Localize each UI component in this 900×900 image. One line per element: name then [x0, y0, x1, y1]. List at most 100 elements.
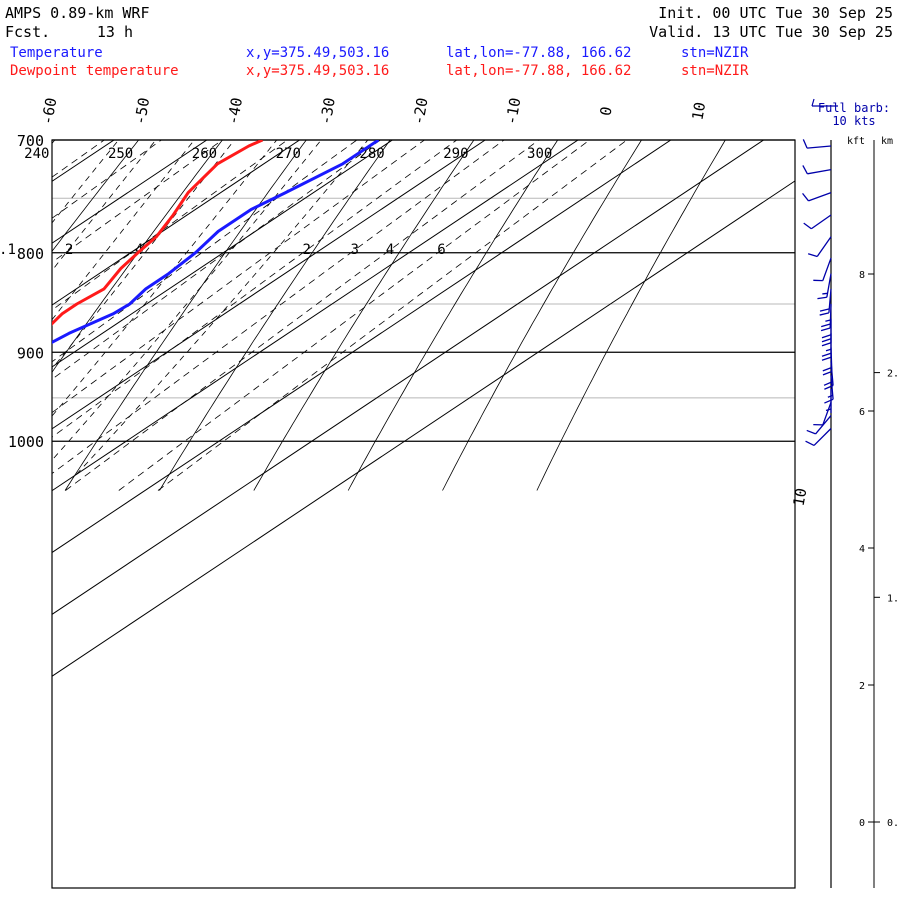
wind-barb-full-flag: [821, 342, 832, 347]
wind-barb-half-flag: [825, 408, 832, 412]
moist-adiabat-4: [52, 140, 278, 417]
moist-adiabat-6: [76, 140, 369, 475]
moist-adiabat-1: [52, 140, 157, 272]
barb-legend-title: Full barb:: [818, 101, 890, 115]
theta-label-260: 260: [192, 146, 217, 162]
legend-dewpoint-latlon: lat,lon=-77.88, 166.62: [446, 63, 631, 79]
wind-barb-835: [819, 288, 832, 316]
isotherm-0: [52, 140, 579, 492]
mixing-ratio-label-2: 2: [303, 242, 311, 258]
wind-barb-full-flag: [821, 338, 832, 343]
temperature-label-0: 0: [596, 105, 615, 117]
legend-dewpoint-xy: x,y=375.49,503.16: [246, 63, 389, 79]
isotherm--20: [52, 140, 393, 368]
temperature-label-10-edge: 10: [790, 487, 811, 508]
profile-temperature: [52, 140, 380, 344]
valid-time: Valid. 13 UTC Tue 30 Sep 25: [649, 23, 893, 41]
model-title: AMPS 0.89-km WRF: [5, 4, 150, 22]
legend-temperature-name: Temperature: [10, 45, 103, 61]
dry-adiabat-300: [347, 140, 559, 491]
mixing-ratio-label-0.2: 2: [65, 242, 73, 258]
mixing-ratio-line-4: [65, 140, 540, 491]
wind-barb-725: [802, 165, 832, 175]
mixing-ratio-label-6: 6: [437, 242, 445, 258]
isotherm--10: [52, 140, 486, 430]
mixing-ratio-line-0.8: [52, 140, 358, 363]
mixing-ratio-line-0.2: [52, 140, 223, 263]
legend-dewpoint-name: Dewpoint temperature: [10, 63, 179, 79]
init-time: Init. 00 UTC Tue 30 Sep 25: [658, 4, 893, 22]
mixing-ratio-label-3: 3: [350, 242, 358, 258]
mixing-ratio-line-8: [157, 140, 628, 491]
pressure-label-700: 700: [17, 132, 44, 150]
mixing-ratio-line-1: [52, 140, 381, 380]
wind-barb-805: [813, 257, 832, 282]
isotherm-30: [52, 180, 795, 677]
wind-barb-full-flag: [824, 398, 834, 404]
profiles: [52, 140, 380, 344]
wind-barb-full-flag: [802, 192, 809, 202]
wind-barb-shaft: [816, 236, 832, 257]
mixing-ratio-line-0.1: [52, 140, 162, 219]
temperature-label--30: -30: [316, 96, 338, 126]
wind-barb-785: [807, 236, 832, 258]
kft-label-0: 0: [859, 818, 865, 829]
wind-barb-half-flag: [825, 348, 832, 352]
wind-barb-full-flag: [824, 384, 834, 390]
pressure-label-900: 900: [17, 344, 44, 362]
wind-barb-full-flag: [821, 356, 832, 361]
dry-adiabat-250: [52, 140, 140, 252]
wind-barb-full-flag: [822, 370, 833, 376]
wind-barb-half-flag: [825, 319, 831, 322]
wind-barb-half-flag: [822, 292, 828, 295]
legend-temperature-xy: x,y=375.49,503.16: [246, 45, 389, 61]
mixing-ratio-line-1.5: [52, 140, 425, 414]
wind-barb-shaft: [808, 192, 832, 202]
moist-adiabat-3: [52, 140, 236, 370]
wind-barb-full-flag: [821, 352, 832, 357]
wind-barb-765: [803, 214, 832, 230]
wind-barb-full-flag: [819, 312, 830, 316]
dry-adiabat-290: [253, 140, 475, 491]
kft-label-6: 6: [859, 407, 865, 418]
height-axis-kft-label: kft: [847, 136, 865, 147]
wind-barb-shaft: [807, 168, 832, 175]
wind-barb-full-flag: [802, 139, 808, 149]
wind-barb-full-flag: [802, 165, 808, 175]
mixing-ratio-line-3: [52, 140, 505, 475]
mixing-ratio-label-4: 4: [386, 242, 394, 258]
dry-adiabat-320: [536, 140, 726, 491]
pressure-label-800: 800: [17, 245, 44, 263]
temperature-label--20: -20: [409, 96, 431, 126]
theta-label-270: 270: [276, 146, 301, 162]
plot-border: [51, 139, 796, 889]
theta-label-240: 240: [24, 146, 49, 162]
forecast-label: Fcst.: [5, 23, 50, 41]
temperature-label--50: -50: [131, 96, 153, 126]
km-label-0: 0.: [887, 818, 899, 829]
wind-barb-panel: 0 2 4 6 8 0. 1. 2.: [802, 139, 899, 888]
kft-label-4: 4: [859, 544, 865, 555]
legend-temperature-stn: stn=NZIR: [681, 45, 749, 61]
moist-adiabat-0: [52, 140, 120, 224]
wind-barb-shaft: [810, 214, 832, 230]
wind-barb-full-flag: [807, 253, 818, 258]
wind-barb-full-flag: [817, 296, 827, 300]
wind-barb-shaft: [807, 145, 832, 149]
dry-adiabat-280: [159, 140, 391, 491]
mixing-ratio-label-0.4: .4: [127, 242, 144, 258]
wind-barb-shaft: [822, 257, 832, 281]
pressure-label-1000: 1000: [8, 433, 44, 451]
temperature-label--40: -40: [224, 96, 246, 126]
mixing-ratio-line-2: [52, 140, 457, 438]
wind-barb-full-flag: [822, 366, 832, 372]
wind-barb-full-flag: [806, 429, 816, 435]
wind-barb-shaft: [813, 428, 832, 446]
profile-dewpoint-temperature: [52, 140, 264, 326]
wind-barb-full-flag: [821, 323, 831, 328]
wind-barb-full-flag: [805, 440, 815, 447]
wind-barb-865: [821, 318, 832, 347]
isotherm--30: [52, 140, 300, 306]
barb-legend-speed: 10 kts: [832, 114, 875, 128]
